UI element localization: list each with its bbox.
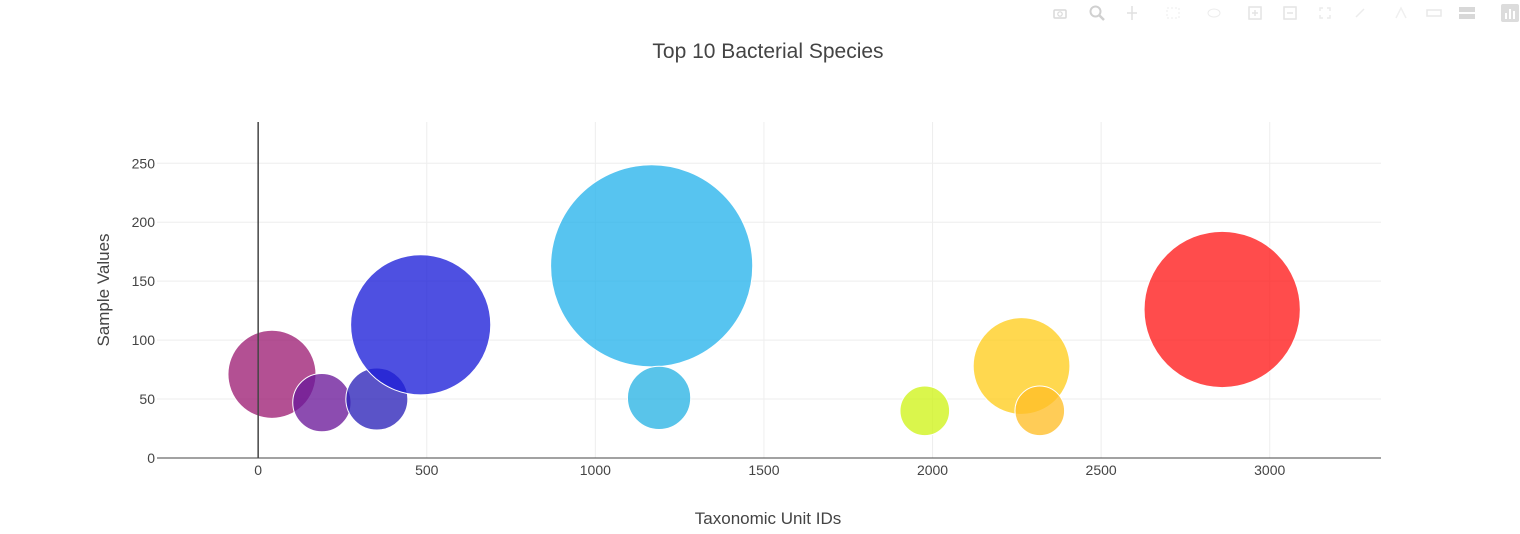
y-tick-label: 150 [132, 273, 156, 289]
x-tick-label: 2000 [917, 462, 948, 478]
camera-icon[interactable] [1050, 3, 1070, 23]
y-tick-label: 0 [147, 450, 155, 466]
hover-closest-icon[interactable] [1424, 3, 1444, 23]
x-tick-label: 0 [254, 462, 262, 478]
y-tick-label: 200 [132, 214, 156, 230]
hover-compare-icon[interactable] [1457, 3, 1477, 23]
lasso-select-icon[interactable] [1204, 3, 1224, 23]
bubble-point[interactable] [350, 254, 492, 396]
y-tick-label: 100 [132, 332, 156, 348]
spike-lines-icon[interactable] [1391, 3, 1411, 23]
box-select-icon[interactable] [1163, 3, 1183, 23]
bubble-point[interactable] [292, 372, 352, 433]
axes [157, 122, 1381, 459]
plotly-logo-icon[interactable] [1500, 3, 1520, 23]
y-tick-label: 250 [132, 155, 156, 171]
y-tick-label: 50 [139, 391, 155, 407]
x-axis-label: Taxonomic Unit IDs [695, 509, 841, 528]
reset-axes-icon[interactable] [1350, 3, 1370, 23]
x-tick-label: 3000 [1254, 462, 1285, 478]
bubble-point[interactable] [899, 385, 951, 437]
chart-title: Top 10 Bacterial Species [652, 40, 883, 63]
x-tick-label: 1500 [748, 462, 779, 478]
y-axis-label: Sample Values [94, 233, 113, 346]
modebar [1050, 2, 1520, 24]
x-tick-label: 1000 [580, 462, 611, 478]
bubble-point[interactable] [1143, 230, 1301, 389]
bubbles [227, 164, 1301, 437]
x-tick-label: 500 [415, 462, 439, 478]
pan-icon[interactable] [1122, 3, 1142, 23]
tick-labels: 0 500 1000 1500 2000 2500 3000 0 50 100 150 200 250 [132, 155, 1286, 478]
zoom-icon[interactable] [1087, 3, 1107, 23]
autoscale-icon[interactable] [1315, 3, 1335, 23]
bubble-point[interactable] [550, 164, 754, 368]
bubble-point[interactable] [626, 365, 692, 430]
zoom-in-icon[interactable] [1245, 3, 1265, 23]
bubble-point[interactable] [1014, 385, 1066, 437]
zoom-out-icon[interactable] [1280, 3, 1300, 23]
x-tick-label: 2500 [1086, 462, 1117, 478]
